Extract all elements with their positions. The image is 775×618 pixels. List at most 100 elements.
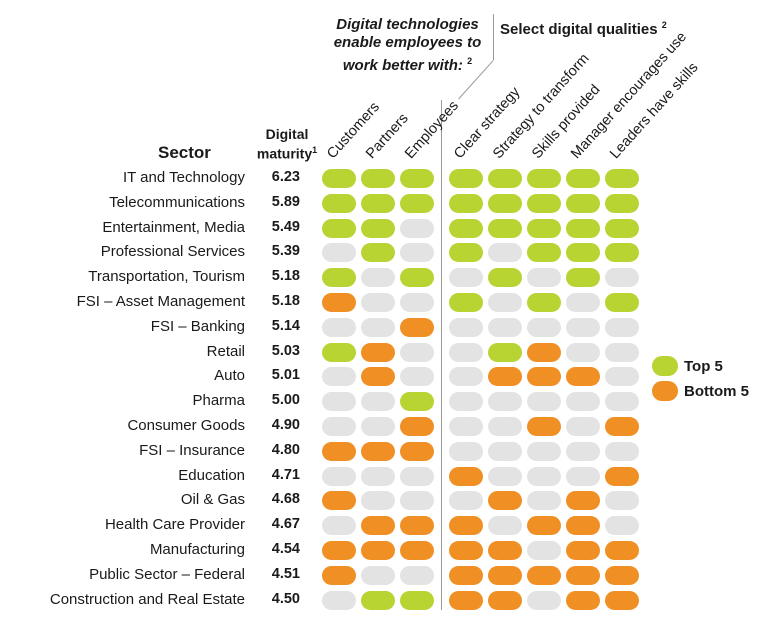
- cell-neutral: [322, 317, 356, 337]
- cell-bottom5: [322, 491, 356, 511]
- cell-top5: [400, 268, 434, 288]
- cell-top5: [322, 268, 356, 288]
- cell-bottom5: [361, 541, 395, 560]
- cell-top5: [361, 243, 395, 263]
- cell-neutral: [361, 268, 395, 288]
- cell-bottom5: [566, 565, 600, 585]
- cell-top5: [449, 169, 483, 188]
- cell-bottom5: [449, 590, 483, 610]
- maturity-value: 4.68: [271, 491, 300, 508]
- maturity-value: 4.71: [271, 466, 300, 483]
- cell-neutral: [449, 441, 483, 461]
- cell-bottom5: [322, 293, 356, 312]
- sector-name: Consumer Goods: [127, 417, 245, 434]
- cell-neutral: [566, 293, 600, 312]
- cell-neutral: [566, 317, 600, 337]
- sector-name: Public Sector – Federal: [89, 565, 245, 583]
- cell-bottom5: [449, 466, 483, 486]
- cell-top5: [605, 243, 639, 263]
- cell-top5: [488, 218, 522, 238]
- maturity-value: 5.39: [271, 243, 300, 260]
- group-header-digital-qualities: Select digital qualities 2: [500, 16, 667, 39]
- cell-top5: [605, 218, 639, 238]
- cell-bottom5: [449, 565, 483, 585]
- cell-neutral: [488, 392, 522, 412]
- maturity-value: 5.14: [271, 317, 300, 334]
- maturity-value: 5.03: [271, 342, 300, 359]
- group-header-qualities-text: Select digital qualities: [500, 21, 658, 38]
- cell-top5: [449, 243, 483, 263]
- cell-bottom5: [605, 565, 639, 585]
- group-header-digital-tech: Digital technologies enable employees to…: [325, 16, 490, 75]
- sector-name: FSI – Insurance: [139, 441, 245, 459]
- cell-neutral: [449, 317, 483, 337]
- cell-top5: [322, 193, 356, 213]
- sector-name: Retail: [206, 342, 245, 360]
- cell-top5: [449, 193, 483, 213]
- legend-swatch-top: [652, 356, 678, 376]
- cell-neutral: [605, 491, 639, 511]
- cell-top5: [361, 193, 395, 213]
- cell-neutral: [361, 466, 395, 486]
- cell-top5: [488, 169, 522, 188]
- cell-neutral: [322, 516, 356, 536]
- legend-label-bottom: Bottom 5: [684, 383, 749, 400]
- sector-name: Telecommunications: [109, 193, 245, 211]
- maturity-value: 4.67: [271, 516, 300, 533]
- cell-neutral: [322, 590, 356, 610]
- sector-name: FSI – Asset Management: [76, 293, 245, 310]
- cell-neutral: [361, 392, 395, 412]
- cell-bottom5: [488, 367, 522, 387]
- maturity-value: 5.18: [271, 293, 300, 309]
- cell-top5: [361, 218, 395, 238]
- cell-top5: [566, 243, 600, 263]
- cell-neutral: [400, 293, 434, 312]
- cell-bottom5: [605, 590, 639, 610]
- footnote-marker: 2: [467, 56, 473, 66]
- cell-neutral: [605, 392, 639, 412]
- cell-neutral: [322, 243, 356, 263]
- cell-neutral: [449, 417, 483, 436]
- cell-neutral: [527, 466, 561, 486]
- cell-top5: [527, 293, 561, 312]
- cell-bottom5: [527, 516, 561, 536]
- cell-bottom5: [488, 590, 522, 610]
- maturity-value: 4.54: [271, 541, 300, 557]
- sector-name: Education: [178, 466, 245, 484]
- cell-neutral: [527, 392, 561, 412]
- cell-top5: [527, 169, 561, 188]
- column-group-divider: [441, 100, 442, 610]
- maturity-value: 5.18: [271, 268, 300, 285]
- group-header-line-3: work better with: 2: [325, 52, 490, 75]
- cell-neutral: [527, 590, 561, 610]
- cell-bottom5: [449, 516, 483, 536]
- cell-top5: [400, 193, 434, 213]
- cell-neutral: [322, 417, 356, 436]
- cell-bottom5: [488, 565, 522, 585]
- cell-top5: [527, 193, 561, 213]
- cell-top5: [400, 590, 434, 610]
- sector-name: Oil & Gas: [180, 491, 245, 509]
- cell-bottom5: [322, 541, 356, 560]
- maturity-value: 5.00: [271, 392, 300, 409]
- cell-bottom5: [400, 417, 434, 436]
- cell-neutral: [488, 441, 522, 461]
- cell-top5: [361, 169, 395, 188]
- cell-top5: [527, 243, 561, 263]
- cell-bottom5: [527, 417, 561, 436]
- cell-neutral: [400, 491, 434, 511]
- cell-neutral: [566, 417, 600, 436]
- maturity-value: 5.01: [271, 367, 300, 384]
- cell-bottom5: [566, 491, 600, 511]
- cell-top5: [400, 169, 434, 188]
- cell-neutral: [361, 565, 395, 585]
- cell-neutral: [449, 491, 483, 511]
- cell-neutral: [527, 491, 561, 511]
- cell-neutral: [527, 317, 561, 337]
- cell-bottom5: [605, 466, 639, 486]
- maturity-title-line-1: Digital: [265, 126, 309, 142]
- cell-neutral: [566, 466, 600, 486]
- cell-bottom5: [361, 342, 395, 362]
- cell-top5: [566, 218, 600, 238]
- cell-bottom5: [361, 441, 395, 461]
